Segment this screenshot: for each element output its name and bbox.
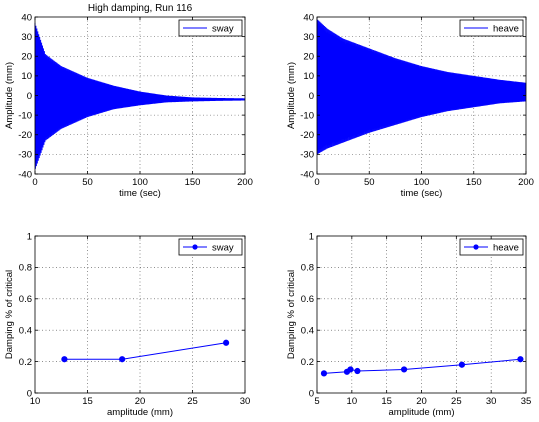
- x-tick-label: 35: [521, 396, 532, 407]
- y-tick-label: 0: [309, 388, 314, 399]
- data-point: [223, 339, 230, 346]
- y-tick-label: 1: [27, 231, 32, 242]
- y-tick-label: -20: [18, 130, 32, 141]
- legend-label: sway: [212, 242, 234, 253]
- x-axis-label: amplitude (mm): [107, 407, 173, 418]
- chart-title: High damping, Run 116: [88, 3, 193, 14]
- x-tick-label: 100: [414, 177, 430, 188]
- y-tick-label: 30: [303, 32, 314, 43]
- y-tick-label: 0.2: [301, 357, 314, 368]
- legend-label: heave: [493, 242, 519, 253]
- x-axis-label: time (sec): [401, 188, 443, 199]
- legend: sway: [178, 19, 243, 37]
- data-point: [61, 356, 68, 363]
- data-point: [347, 366, 354, 373]
- y-tick-label: 40: [303, 12, 314, 23]
- data-point: [354, 367, 361, 375]
- x-tick-label: 0: [314, 177, 319, 188]
- y-tick-label: 0.4: [19, 326, 32, 337]
- x-tick-label: 200: [518, 177, 534, 188]
- y-tick-label: 10: [303, 71, 314, 82]
- y-tick-label: 0: [27, 91, 32, 102]
- data-point: [517, 356, 524, 363]
- legend: heave: [459, 19, 524, 37]
- x-tick-label: 30: [486, 396, 497, 407]
- x-tick-label: 50: [82, 177, 93, 188]
- y-axis-label: Damping % of critical: [4, 270, 15, 359]
- x-tick-label: 10: [347, 396, 358, 407]
- data-point: [320, 370, 328, 377]
- y-tick-label: 0.2: [19, 357, 32, 368]
- y-tick-label: 0.6: [19, 294, 32, 305]
- y-tick-label: 1: [309, 231, 314, 242]
- y-tick-label: 40: [21, 12, 32, 23]
- data-point: [400, 366, 408, 373]
- x-axis-label: time (sec): [119, 188, 161, 199]
- y-axis-label: Amplitude (mm): [4, 62, 15, 129]
- y-tick-label: -20: [300, 130, 314, 141]
- x-tick-label: 15: [82, 396, 93, 407]
- y-tick-label: 0: [27, 388, 32, 399]
- legend-label: heave: [493, 23, 519, 34]
- x-tick-label: 25: [187, 396, 198, 407]
- legend: sway: [178, 238, 243, 256]
- x-tick-label: 25: [451, 396, 462, 407]
- y-tick-label: 20: [21, 52, 32, 63]
- y-tick-label: -10: [18, 110, 32, 121]
- x-tick-label: 0: [32, 177, 37, 188]
- data-point: [458, 361, 466, 368]
- x-tick-label: 5: [314, 396, 319, 407]
- x-tick-label: 15: [381, 396, 392, 407]
- y-tick-label: 0.4: [301, 326, 314, 337]
- legend-box: [459, 19, 524, 37]
- y-tick-label: 0.6: [301, 294, 314, 305]
- legend-marker: [473, 244, 479, 250]
- y-tick-label: 10: [21, 71, 32, 82]
- y-tick-label: -40: [300, 169, 314, 180]
- x-tick-label: 200: [237, 177, 253, 188]
- y-tick-label: -10: [300, 110, 314, 121]
- legend-box: [178, 238, 243, 256]
- y-tick-label: 30: [21, 32, 32, 43]
- y-axis-label: Damping % of critical: [286, 270, 297, 359]
- legend-box: [178, 19, 243, 37]
- y-tick-label: 0.8: [301, 263, 314, 274]
- x-tick-label: 50: [364, 177, 375, 188]
- chart-panel-2: 0 50 100 150 200 -40 -30 -20 -10 0 10 20 30 40 time (s…: [286, 12, 534, 199]
- y-axis-label: Amplitude (mm): [286, 62, 297, 129]
- x-tick-label: 10: [30, 396, 41, 407]
- plot-area: [35, 236, 245, 393]
- x-tick-label: 20: [416, 396, 427, 407]
- chart-panel-1: 0 50 100 150 200 -40 -30 -20 -10 0 10 20 30 40 time (s…: [4, 3, 253, 199]
- y-tick-label: -30: [300, 150, 314, 161]
- data-point: [119, 356, 126, 363]
- y-tick-label: 0: [309, 91, 314, 102]
- x-tick-label: 150: [466, 177, 482, 188]
- y-tick-label: 0.8: [19, 263, 32, 274]
- legend-label: sway: [212, 23, 234, 34]
- x-axis-label: amplitude (mm): [389, 407, 455, 418]
- series-sway-trace: [34, 22, 246, 169]
- legend-marker: [192, 244, 198, 250]
- chart-panel-3: 10 15 20 25 30 0 0.2 0.4 0.6 0.8 1 amplitude (mm) Da…: [4, 231, 250, 418]
- x-tick-label: 150: [185, 177, 201, 188]
- legend: heave: [459, 238, 524, 256]
- legend-box: [459, 238, 524, 256]
- y-tick-label: -40: [18, 169, 32, 180]
- chart-panel-4: 5 10 15 20 25 30 35 0 0.2 0.4 0.6 0.8 1 amplitude (mm…: [286, 231, 531, 418]
- series-heave-trace: [316, 18, 527, 155]
- x-tick-label: 100: [132, 177, 148, 188]
- x-tick-label: 30: [240, 396, 251, 407]
- y-tick-label: -30: [18, 150, 32, 161]
- y-tick-label: 20: [303, 52, 314, 63]
- x-tick-label: 20: [135, 396, 146, 407]
